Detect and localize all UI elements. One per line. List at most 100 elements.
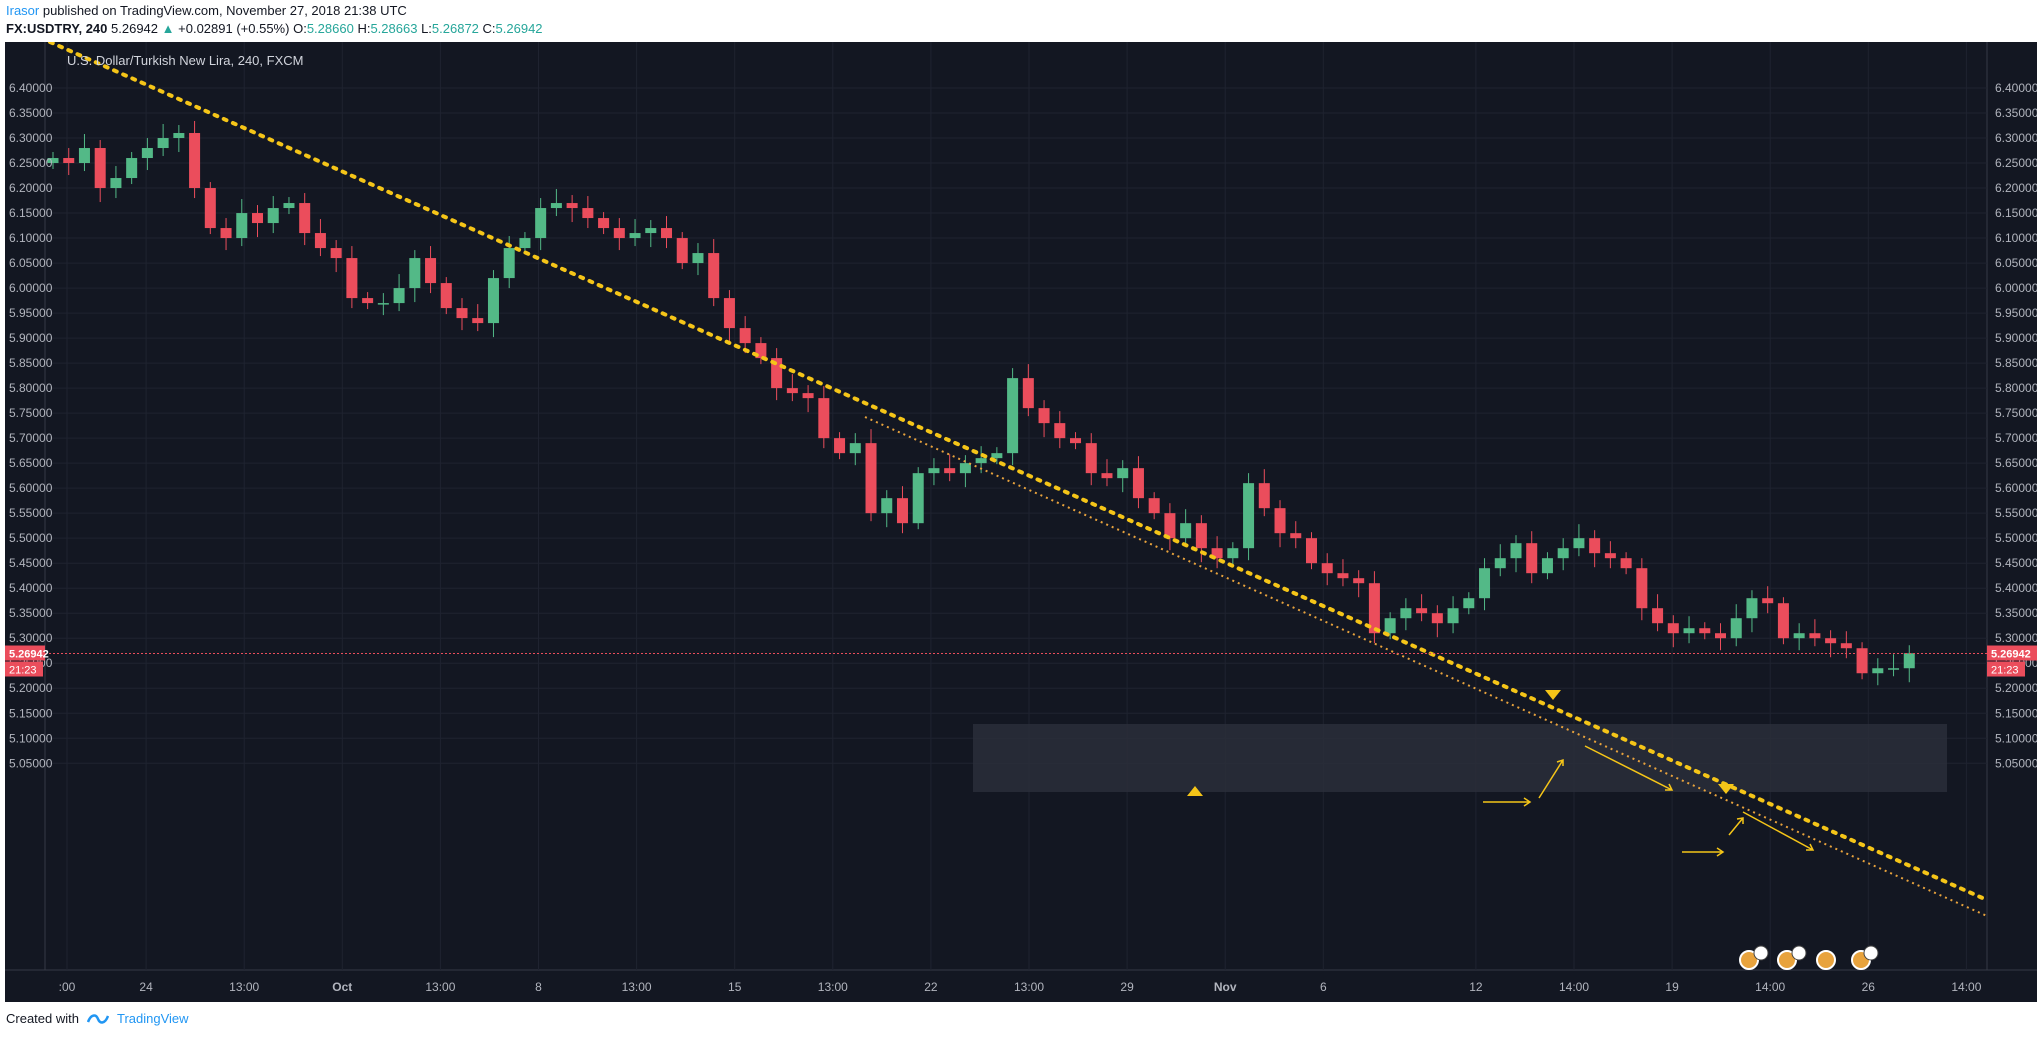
- x-tick-label: 13:00: [1014, 980, 1044, 994]
- candle-body: [1557, 548, 1569, 559]
- candle-body: [173, 133, 185, 139]
- candle-body: [802, 393, 814, 399]
- event-count-badge[interactable]: [1753, 945, 1769, 961]
- price-chart[interactable]: U.S. Dollar/Turkish New Lira, 240, FXCM …: [5, 40, 2039, 1002]
- footer: Created with TradingView: [6, 1011, 189, 1026]
- y-tick-label: 5.05000: [1995, 756, 2037, 770]
- y-tick-label: 5.55000: [1995, 506, 2037, 520]
- candle-body: [865, 443, 877, 514]
- y-tick-label: 6.05000: [9, 256, 53, 270]
- ohlc-readout: FX:USDTRY, 240 5.26942 ▲ +0.02891 (+0.55…: [6, 21, 543, 36]
- candle-body: [1211, 548, 1223, 559]
- x-tick-label: 22: [924, 980, 938, 994]
- y-tick-label: 5.45000: [9, 556, 53, 570]
- low-label: L:: [421, 21, 432, 36]
- candle-body: [1636, 568, 1648, 609]
- x-tick-label: 13:00: [425, 980, 455, 994]
- y-tick-label: 6.15000: [1995, 206, 2037, 220]
- x-tick-label: 19: [1665, 980, 1679, 994]
- current-price-label: 5.26942: [9, 649, 49, 661]
- flag-event-icon[interactable]: [1739, 950, 1759, 970]
- x-tick-label: 14:00: [1559, 980, 1589, 994]
- candle-body: [912, 473, 924, 524]
- candle-body: [1840, 643, 1852, 649]
- high-marker-icon: [1718, 784, 1734, 794]
- y-tick-label: 5.65000: [1995, 456, 2037, 470]
- candle-body: [1825, 638, 1837, 644]
- candle-body: [645, 228, 657, 234]
- candle-body: [1730, 618, 1742, 639]
- y-tick-label: 5.65000: [9, 456, 53, 470]
- flag-event-icon[interactable]: [1777, 950, 1797, 970]
- y-tick-label: 5.05000: [9, 756, 53, 770]
- event-icons[interactable]: [1739, 945, 1879, 970]
- candle-body: [1699, 628, 1711, 634]
- x-tick-label: Nov: [1214, 980, 1237, 994]
- y-tick-label: 5.40000: [1995, 581, 2037, 595]
- candle-body: [959, 463, 971, 474]
- candle-body: [676, 238, 688, 264]
- candle-body: [629, 233, 641, 239]
- candle-body: [1589, 538, 1601, 554]
- close-label: C:: [482, 21, 496, 36]
- event-count-badge[interactable]: [1863, 945, 1879, 961]
- candle-body: [1793, 633, 1805, 639]
- low-value: 5.26872: [431, 21, 479, 36]
- y-tick-label: 5.80000: [1995, 381, 2037, 395]
- y-tick-label: 5.15000: [9, 706, 53, 720]
- candle-body: [834, 438, 846, 454]
- candle-body: [1368, 583, 1380, 634]
- candle-body: [1431, 613, 1443, 624]
- candle-body: [1416, 608, 1428, 614]
- flag-event-icon[interactable]: [1816, 950, 1836, 970]
- price-tag: [5, 645, 45, 661]
- y-tick-label: 5.10000: [1995, 731, 2037, 745]
- candle-body: [1007, 378, 1019, 454]
- candle-body: [157, 138, 169, 149]
- y-tick-label: 6.25000: [1995, 156, 2037, 170]
- high-value: 5.28663: [370, 21, 418, 36]
- y-tick-label: 6.30000: [9, 131, 53, 145]
- candle-body: [818, 398, 830, 439]
- high-label: H:: [357, 21, 371, 36]
- candle-body: [1243, 483, 1255, 549]
- author-link[interactable]: Irasor: [6, 3, 40, 18]
- candle-body: [1604, 553, 1616, 559]
- candle-body: [771, 358, 783, 389]
- x-tick-label: 6: [1320, 980, 1327, 994]
- y-tick-label: 6.20000: [9, 181, 53, 195]
- candle-body: [1463, 598, 1475, 609]
- candle-body: [613, 228, 625, 239]
- y-tick-label: 5.80000: [9, 381, 53, 395]
- y-tick-label: 5.95000: [1995, 306, 2037, 320]
- x-tick-label: 24: [139, 980, 153, 994]
- event-count-badge[interactable]: [1791, 945, 1807, 961]
- candle-body: [1526, 543, 1538, 574]
- candle-body: [110, 178, 122, 189]
- candle-body: [535, 208, 547, 239]
- candle-body: [944, 468, 956, 474]
- candle-body: [456, 308, 468, 319]
- y-tick-label: 6.10000: [9, 231, 53, 245]
- candle-body: [1164, 513, 1176, 539]
- candle-body: [487, 278, 499, 324]
- x-tick-label: 12: [1469, 980, 1483, 994]
- candle-body: [1321, 563, 1333, 574]
- chart-area[interactable]: U.S. Dollar/Turkish New Lira, 240, FXCM …: [5, 40, 2039, 1002]
- candle-body: [1180, 523, 1192, 539]
- tradingview-link[interactable]: TradingView: [116, 1011, 189, 1026]
- published-text: published on TradingView.com, November 2…: [39, 3, 407, 18]
- candle-body: [1872, 668, 1884, 674]
- candle-body: [94, 148, 106, 189]
- y-tick-label: 5.95000: [9, 306, 53, 320]
- x-tick-label: 13:00: [229, 980, 259, 994]
- change-up-icon: ▲: [161, 21, 175, 36]
- y-tick-label: 5.60000: [9, 481, 53, 495]
- candle-body: [78, 148, 90, 164]
- candle-body: [267, 208, 279, 224]
- candle-body: [189, 133, 201, 189]
- y-tick-label: 5.70000: [1995, 431, 2037, 445]
- y-tick-label: 5.10000: [9, 731, 53, 745]
- y-tick-label: 5.60000: [1995, 481, 2037, 495]
- candle-body: [220, 228, 232, 239]
